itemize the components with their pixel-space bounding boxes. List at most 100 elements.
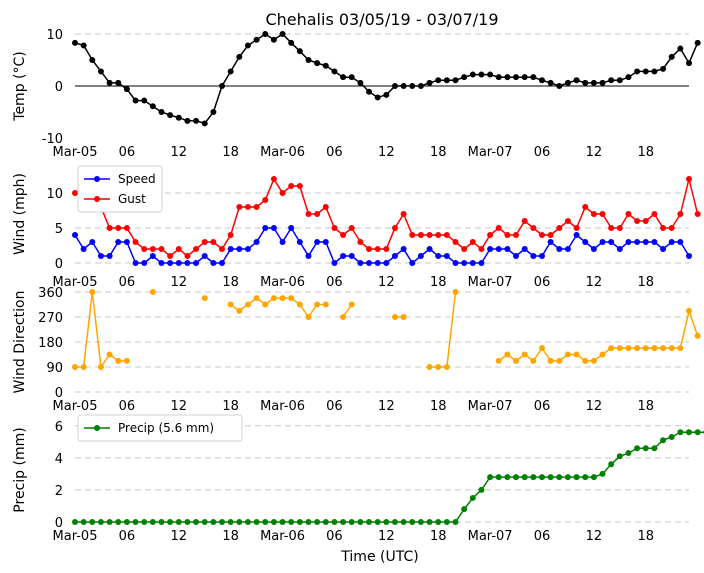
wind-direction-point xyxy=(270,295,277,302)
gust-point xyxy=(314,211,321,217)
gust-point xyxy=(193,246,200,252)
temp-point xyxy=(374,94,381,101)
precip-5-6-mm-point xyxy=(141,518,148,525)
precip-5-6-mm-point xyxy=(366,518,373,525)
speed-point xyxy=(590,246,597,252)
speed-point xyxy=(115,239,122,245)
wind-direction-point xyxy=(322,301,329,308)
gust-point xyxy=(668,225,675,231)
precip-5-6-mm-point xyxy=(461,506,468,513)
speed-point xyxy=(400,246,407,252)
speed-point xyxy=(660,246,667,252)
gust-point xyxy=(244,204,251,210)
dir-xtick-label: 12 xyxy=(586,399,603,414)
gust-point xyxy=(72,190,78,196)
wind-direction-point xyxy=(625,345,632,352)
temp-point xyxy=(236,53,243,60)
precip-xtick-label: Mar-06 xyxy=(260,529,305,544)
temp-point xyxy=(141,97,148,104)
wind-legend-label: Gust xyxy=(118,192,146,206)
precip-5-6-mm-point xyxy=(89,518,96,525)
temp-point xyxy=(80,42,87,49)
wind-direction-point xyxy=(227,301,234,308)
wind-direction-point xyxy=(660,345,667,352)
wind-direction-point xyxy=(89,289,96,295)
gust-point xyxy=(495,225,502,231)
temp-point xyxy=(357,79,364,86)
gust-point xyxy=(340,232,347,238)
wind-direction-point xyxy=(564,351,571,358)
speed-point xyxy=(452,260,459,266)
precip-legend-label: Precip (5.6 mm) xyxy=(118,421,214,435)
gust-point xyxy=(608,225,615,231)
precip-5-6-mm-point xyxy=(582,474,589,481)
gust-point xyxy=(322,204,329,210)
speed-point xyxy=(625,239,632,245)
precip-5-6-mm-point xyxy=(340,518,347,525)
temp-point xyxy=(461,74,468,81)
dir-xtick-label: Mar-06 xyxy=(260,399,305,414)
precip-5-6-mm-point xyxy=(244,518,251,525)
temp-line xyxy=(74,33,699,125)
speed-point xyxy=(288,225,295,231)
precip-5-6-mm-point xyxy=(521,474,528,481)
precip-5-6-mm-point xyxy=(608,461,615,468)
speed-point xyxy=(686,253,692,259)
temp-point xyxy=(149,103,156,110)
precip-5-6-mm-point xyxy=(184,518,191,525)
temp-xtick-label: 12 xyxy=(378,145,395,160)
precip-5-6-mm-point xyxy=(564,474,571,481)
dir-xtick-label: 12 xyxy=(378,399,395,414)
wind-direction-point xyxy=(694,332,701,339)
gust-point xyxy=(409,232,416,238)
wind-direction-point xyxy=(123,357,130,364)
temp-point xyxy=(340,74,347,81)
wind-direction-point xyxy=(599,351,606,358)
speed-point xyxy=(357,260,364,266)
speed-point xyxy=(417,253,424,259)
precip-xtick-label: Mar-07 xyxy=(468,529,513,544)
dir-ytick-label: 0 xyxy=(55,386,63,401)
gust-point xyxy=(452,239,459,245)
speed-point xyxy=(270,225,277,231)
gust-point xyxy=(167,253,174,259)
gust-point xyxy=(599,211,606,217)
temp-point xyxy=(175,114,182,121)
gust-point xyxy=(132,239,139,245)
wind-direction-point xyxy=(634,345,641,352)
wind-xtick-label: 18 xyxy=(430,275,447,290)
precip-5-6-mm-line xyxy=(75,431,704,523)
precip-5-6-mm-point xyxy=(599,470,606,477)
gust-point xyxy=(210,239,217,245)
precip-5-6-mm-point xyxy=(348,518,355,525)
speed-point xyxy=(219,260,226,266)
temp-point xyxy=(89,57,96,63)
gust-point xyxy=(219,246,226,252)
wind-direction-point xyxy=(538,345,545,352)
wind-direction-point xyxy=(97,364,104,370)
temp-point xyxy=(487,71,494,78)
speed-point xyxy=(391,253,398,259)
speed-point xyxy=(461,260,468,266)
wind-direction-point xyxy=(72,364,78,370)
temp-ytick-label: -10 xyxy=(42,132,63,147)
speed-point xyxy=(262,225,269,231)
wind-direction-point xyxy=(547,357,554,364)
speed-point xyxy=(184,260,191,266)
temp-point xyxy=(158,109,165,115)
dir-xtick-label: 06 xyxy=(534,399,551,414)
precip-ytick-label: 2 xyxy=(55,484,63,499)
precip-5-6-mm-point xyxy=(409,518,416,525)
temp-point xyxy=(314,60,321,67)
wind-direction-point xyxy=(244,301,251,308)
precip-5-6-mm-point xyxy=(279,518,286,525)
speed-point xyxy=(521,246,528,252)
temp-point xyxy=(123,86,130,93)
temp-point xyxy=(106,79,113,86)
temp-ytick-label: 10 xyxy=(46,28,63,43)
precip-5-6-mm-point xyxy=(167,518,174,525)
precip-5-6-mm-point xyxy=(123,518,130,525)
temp-point xyxy=(210,109,217,115)
wind-xtick-label: 18 xyxy=(637,275,654,290)
